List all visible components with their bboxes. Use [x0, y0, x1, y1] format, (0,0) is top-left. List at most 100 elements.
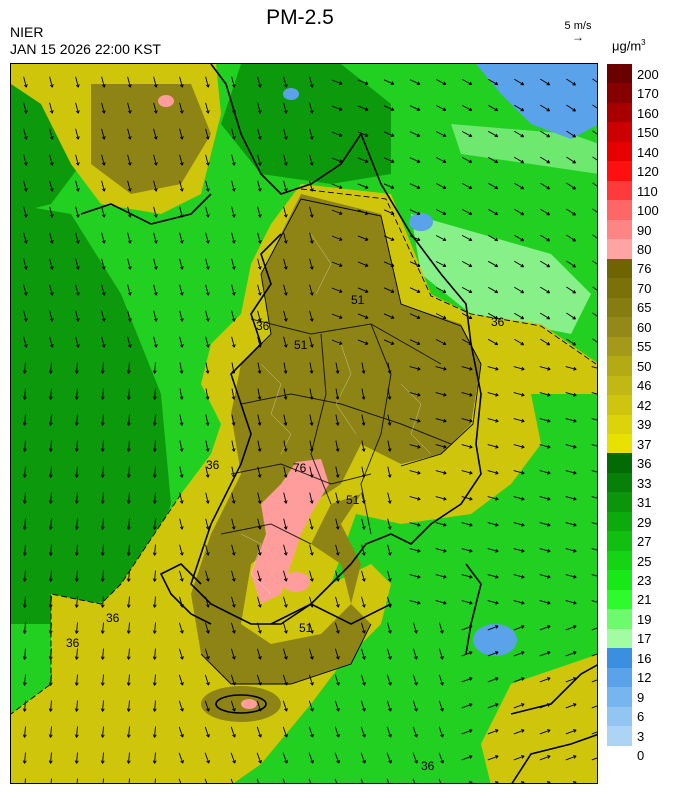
- wind-arrow: [153, 180, 158, 192]
- wind-arrow: [309, 154, 314, 166]
- wind-arrow: [387, 362, 392, 374]
- wind-arrow: [514, 156, 525, 164]
- wind-arrow: [360, 648, 366, 660]
- wind-arrow: [256, 674, 262, 686]
- wind-arrow: [204, 726, 210, 738]
- wind-arrow: [361, 362, 366, 374]
- wind-arrow: [74, 414, 79, 426]
- wind-arrow: [231, 180, 236, 192]
- wind-arrow: [75, 180, 80, 192]
- wind-arrow: [309, 414, 314, 426]
- wind-arrow: [461, 157, 473, 164]
- colorbar-label: 9: [637, 689, 645, 705]
- wind-arrow: [461, 105, 473, 112]
- wind-arrow: [566, 104, 576, 112]
- wind-arrow: [101, 232, 106, 244]
- wind-arrow: [435, 183, 447, 190]
- colorbar-swatch-3: [607, 726, 632, 747]
- wind-arrow: [487, 260, 499, 268]
- wind-arrow: [74, 518, 79, 530]
- wind-arrow: [540, 104, 551, 112]
- wind-arrow: [256, 648, 262, 660]
- pm25-map[interactable]: 36 36 36 36 36 36 51 51 51 51 76: [10, 63, 598, 784]
- wind-arrow: [513, 496, 525, 501]
- wind-reference: 5 m/s →: [556, 20, 600, 43]
- wind-arrow: [435, 313, 447, 320]
- wind-arrow: [383, 79, 395, 85]
- wind-arrow: [256, 622, 262, 634]
- colorbar-swatch-31: [607, 492, 632, 513]
- wind-arrow: [409, 287, 421, 293]
- colorbar-swatch-37: [607, 433, 632, 455]
- wind-arrow: [540, 260, 551, 268]
- wind-arrow: [100, 700, 105, 712]
- wind-arrow: [101, 102, 106, 114]
- wind-reference-label: 5 m/s: [564, 20, 592, 32]
- wind-arrow: [361, 544, 366, 556]
- wind-arrow: [539, 651, 551, 657]
- wind-arrow: [283, 128, 288, 140]
- wind-arrow: [22, 362, 27, 374]
- wind-arrow: [591, 392, 597, 395]
- wind-arrow: [205, 206, 210, 218]
- wind-arrow: [231, 466, 236, 478]
- wind-arrow: [539, 496, 551, 501]
- wind-arrow: [24, 778, 26, 783]
- wind-arrow: [231, 492, 236, 504]
- colorbar-swatch-19: [607, 609, 632, 630]
- wind-arrow: [412, 622, 418, 634]
- wind-arrow: [152, 362, 157, 374]
- wind-vector-field: [22, 76, 597, 783]
- wind-arrow: [49, 232, 54, 244]
- wind-arrow: [566, 78, 576, 86]
- wind-arrow: [592, 208, 597, 213]
- wind-arrow: [308, 648, 314, 660]
- wind-arrow: [591, 496, 597, 499]
- light-green-north: [451, 124, 597, 174]
- wind-arrow: [126, 544, 131, 556]
- wind-arrow: [48, 518, 53, 530]
- wind-arrow: [514, 208, 525, 216]
- colorbar-swatch-23: [607, 570, 632, 591]
- wind-arrow: [461, 677, 473, 683]
- blue-patch-coast: [409, 213, 433, 231]
- wind-arrow: [49, 102, 54, 114]
- wind-arrow: [412, 778, 416, 783]
- wind-arrow: [205, 284, 210, 296]
- colorbar-swatch-76: [607, 258, 632, 279]
- wind-arrow: [565, 755, 577, 761]
- colorbar-label: 120: [637, 164, 659, 180]
- wind-arrow: [50, 778, 52, 783]
- wind-arrow: [283, 544, 288, 556]
- wind-arrow: [334, 700, 340, 712]
- wind-arrow: [487, 234, 499, 242]
- wind-arrow: [487, 104, 499, 112]
- wind-arrow: [386, 700, 392, 712]
- wind-arrow: [514, 260, 525, 268]
- wind-arrow: [387, 388, 392, 400]
- wind-arrow: [74, 648, 79, 660]
- wind-arrow: [152, 752, 157, 764]
- contour-label: 36: [106, 611, 120, 625]
- wind-arrow: [435, 522, 447, 527]
- wind-arrow: [565, 600, 577, 605]
- wind-arrow: [48, 570, 53, 582]
- wind-arrow: [383, 313, 395, 319]
- wind-arrow: [331, 131, 343, 137]
- wind-arrow: [360, 622, 366, 634]
- wind-arrow: [487, 130, 499, 138]
- wind-arrow: [101, 180, 106, 192]
- wind-arrow: [205, 102, 210, 114]
- wind-arrow: [101, 76, 106, 88]
- wind-arrow: [283, 154, 288, 166]
- wind-arrow: [75, 232, 80, 244]
- unit-label: μg/m3: [612, 38, 646, 53]
- colorbar-swatch-120: [607, 161, 632, 182]
- wind-arrow: [335, 388, 340, 400]
- contour-label: 36: [206, 458, 220, 472]
- colorbar-label: 31: [637, 495, 652, 511]
- wind-arrow: [231, 518, 236, 530]
- wind-arrow: [540, 234, 551, 242]
- colorbar-label: 25: [637, 553, 652, 569]
- wind-arrow: [409, 366, 421, 371]
